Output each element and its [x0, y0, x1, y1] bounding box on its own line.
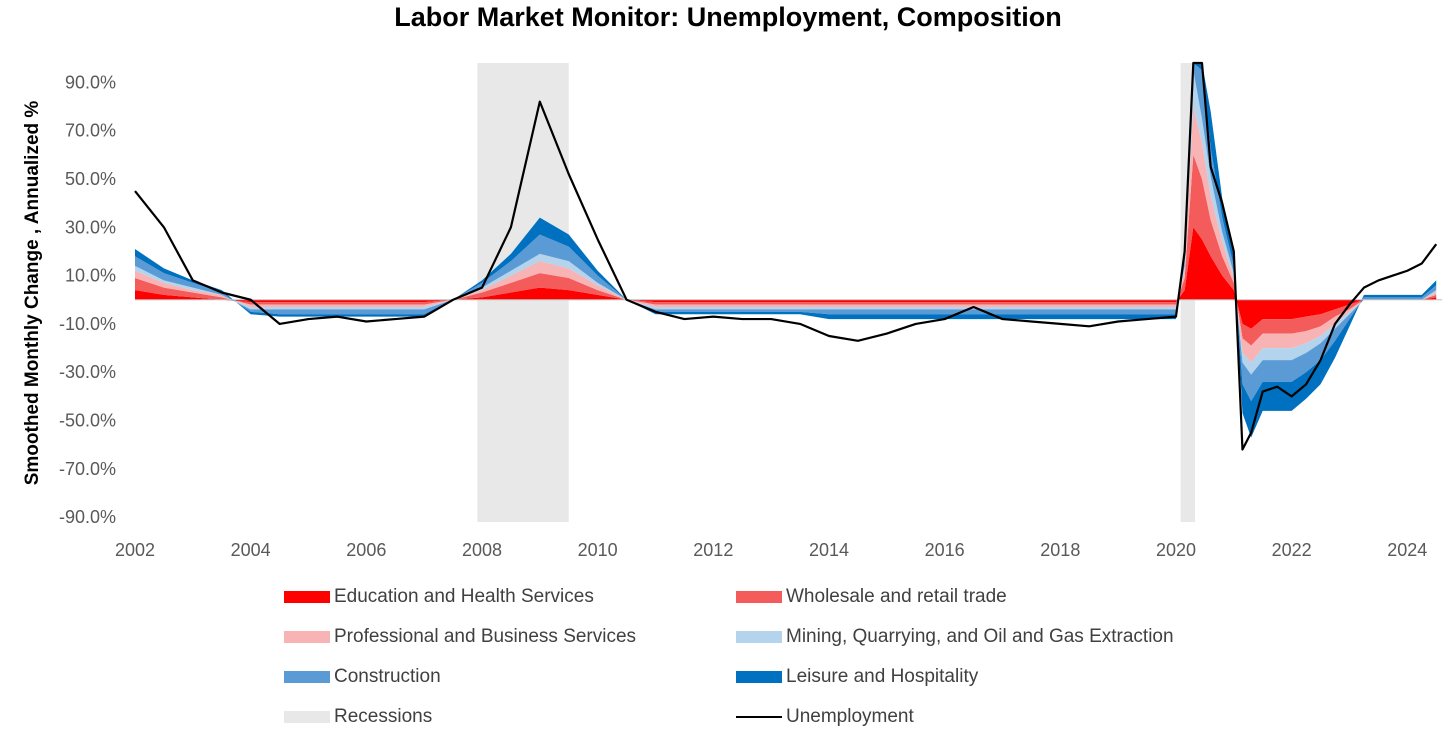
x-tick-label: 2018 [1040, 540, 1080, 560]
x-tick-label: 2006 [346, 540, 386, 560]
legend-label: Wholesale and retail trade [786, 586, 1007, 607]
y-tick-label: -90.0% [59, 507, 116, 527]
x-tick-label: 2004 [231, 540, 271, 560]
y-tick-label: -10.0% [59, 314, 116, 334]
legend-label: Unemployment [786, 706, 914, 727]
series-area-professional-and-business-services [135, 106, 1437, 363]
y-tick-label: 10.0% [65, 266, 116, 286]
legend-label: Mining, Quarrying, and Oil and Gas Extra… [786, 626, 1174, 647]
legend-line [736, 716, 782, 718]
legend-label: Recessions [334, 706, 433, 727]
legend-swatch [284, 711, 330, 723]
y-tick-label: -70.0% [59, 459, 116, 479]
chart-plot: 90.0% 70.0% 50.0% 30.0% 10.0% -10.0% -30.0% -50… [59, 61, 1442, 560]
legend-item-construction: Construction [284, 666, 441, 688]
legend-item-leisure: Leisure and Hospitality [736, 666, 978, 688]
x-tick-label: 2008 [462, 540, 502, 560]
y-tick-label: 30.0% [65, 217, 116, 237]
y-tick-label: -50.0% [59, 411, 116, 431]
x-tick-label: 2024 [1387, 540, 1427, 560]
series-area-mining-quarrying-and-oil-and-gas-extraction [135, 70, 1437, 375]
legend-swatch [284, 631, 330, 643]
legend-swatch [284, 671, 330, 683]
x-tick-label: 2016 [925, 540, 965, 560]
y-tick-label: -30.0% [59, 362, 116, 382]
series-area-construction [135, 63, 1437, 402]
x-tick-label: 2014 [809, 540, 849, 560]
series-area-wholesale-and-retail-trade [135, 154, 1437, 346]
legend-label: Construction [334, 666, 441, 687]
legend-item-unemployment: Unemployment [736, 706, 914, 728]
legend-item-professional: Professional and Business Services [284, 626, 636, 648]
y-tick-label: 90.0% [65, 72, 116, 92]
legend-label: Leisure and Hospitality [786, 666, 979, 687]
legend-item-education: Education and Health Services [284, 586, 594, 608]
series-area-leisure-and-hospitality [135, 63, 1437, 438]
legend-item-recessions: Recessions [284, 706, 432, 728]
chart-title: Labor Market Monitor: Unemployment, Comp… [394, 2, 1062, 32]
series-line-unemployment [134, 61, 1438, 451]
legend-label: Professional and Business Services [334, 626, 637, 647]
legend-item-mining: Mining, Quarrying, and Oil and Gas Extra… [736, 626, 1174, 648]
legend-swatch [736, 671, 782, 683]
x-tick-label: 2012 [693, 540, 733, 560]
legend-swatch [736, 631, 782, 643]
legend-swatch [736, 591, 782, 603]
x-tick-label: 2022 [1272, 540, 1312, 560]
legend-swatch [284, 591, 330, 603]
x-tick-label: 2010 [578, 540, 618, 560]
y-tick-label: 50.0% [65, 169, 116, 189]
x-tick-label: 2002 [115, 540, 155, 560]
legend-label: Education and Health Services [334, 586, 594, 607]
y-tick-label: 70.0% [65, 121, 116, 141]
x-tick-label: 2020 [1156, 540, 1196, 560]
legend-item-wholesale: Wholesale and retail trade [736, 586, 1007, 608]
